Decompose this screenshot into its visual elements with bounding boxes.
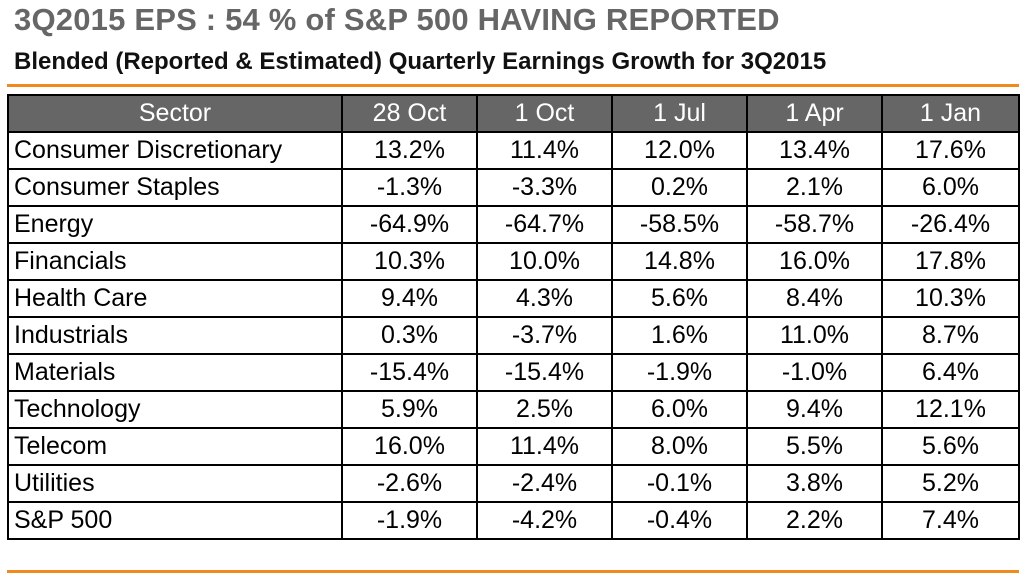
growth-value-cell: 10.3% [881,279,1020,318]
growth-value-cell: 5.6% [611,279,748,318]
growth-value-cell: 13.2% [341,131,478,170]
growth-value-cell: 5.2% [881,464,1020,503]
growth-value-cell: -15.4% [476,353,613,392]
sector-name-cell: Consumer Discretionary [7,131,343,170]
growth-value-cell: 0.3% [341,316,478,355]
page-subtitle: Blended (Reported & Estimated) Quarterly… [14,48,827,75]
growth-value-cell: -1.0% [746,353,883,392]
column-header-1-oct: 1 Oct [476,94,613,133]
growth-value-cell: 17.6% [881,131,1020,170]
growth-value-cell: 16.0% [746,242,883,281]
sector-name-cell: Telecom [7,427,343,466]
sector-name-cell: Consumer Staples [7,168,343,207]
sector-name-cell: Materials [7,353,343,392]
growth-value-cell: 9.4% [746,390,883,429]
growth-value-cell: -0.4% [611,501,748,540]
table-row: Industrials 0.3% -3.7% 1.6% 11.0% 8.7% [7,316,1020,355]
sector-name-cell: Technology [7,390,343,429]
page-title: 3Q2015 EPS : 54 % of S&P 500 HAVING REPO… [14,2,780,37]
table-row: Materials -15.4% -15.4% -1.9% -1.0% 6.4% [7,353,1020,392]
growth-value-cell: -58.7% [746,205,883,244]
growth-value-cell: 16.0% [341,427,478,466]
column-header-1-apr: 1 Apr [746,94,883,133]
growth-value-cell: 3.8% [746,464,883,503]
column-header-sector: Sector [7,94,343,133]
growth-value-cell: -64.7% [476,205,613,244]
growth-value-cell: -64.9% [341,205,478,244]
table-row: Consumer Discretionary 13.2% 11.4% 12.0% 13.… [7,131,1020,170]
growth-value-cell: 1.6% [611,316,748,355]
growth-value-cell: 6.0% [881,168,1020,207]
growth-value-cell: 9.4% [341,279,478,318]
sector-name-cell: Industrials [7,316,343,355]
growth-value-cell: 6.4% [881,353,1020,392]
table-row: Telecom 16.0% 11.4% 8.0% 5.5% 5.6% [7,427,1020,466]
growth-value-cell: 7.4% [881,501,1020,540]
sector-name-cell: Health Care [7,279,343,318]
growth-value-cell: -15.4% [341,353,478,392]
growth-value-cell: 13.4% [746,131,883,170]
growth-value-cell: 5.6% [881,427,1020,466]
growth-value-cell: 10.0% [476,242,613,281]
sector-name-cell: S&P 500 [7,501,343,540]
growth-value-cell: -2.4% [476,464,613,503]
sector-name-cell: Utilities [7,464,343,503]
table-row: Utilities -2.6% -2.4% -0.1% 3.8% 5.2% [7,464,1020,503]
growth-value-cell: -4.2% [476,501,613,540]
growth-value-cell: 17.8% [881,242,1020,281]
growth-value-cell: 5.9% [341,390,478,429]
growth-value-cell: -0.1% [611,464,748,503]
column-header-1-jul: 1 Jul [611,94,748,133]
growth-value-cell: 14.8% [611,242,748,281]
growth-value-cell: 8.7% [881,316,1020,355]
growth-value-cell: -1.9% [341,501,478,540]
sector-name-cell: Energy [7,205,343,244]
sector-name-cell: Financials [7,242,343,281]
growth-value-cell: 5.5% [746,427,883,466]
growth-value-cell: 11.4% [476,427,613,466]
growth-value-cell: 10.3% [341,242,478,281]
growth-value-cell: 2.2% [746,501,883,540]
growth-value-cell: 8.0% [611,427,748,466]
table-row: Health Care 9.4% 4.3% 5.6% 8.4% 10.3% [7,279,1020,318]
table-header-row: Sector 28 Oct 1 Oct 1 Jul 1 Apr 1 Jan [7,94,1020,133]
table-row: Consumer Staples -1.3% -3.3% 0.2% 2.1% 6.0% [7,168,1020,207]
table-row: Energy -64.9% -64.7% -58.5% -58.7% -26.4% [7,205,1020,244]
table-body: Consumer Discretionary 13.2% 11.4% 12.0% 13.… [7,131,1020,540]
growth-value-cell: 11.4% [476,131,613,170]
growth-value-cell: -1.9% [611,353,748,392]
growth-value-cell: -3.7% [476,316,613,355]
growth-value-cell: 2.1% [746,168,883,207]
growth-value-cell: 6.0% [611,390,748,429]
growth-value-cell: 4.3% [476,279,613,318]
growth-value-cell: 2.5% [476,390,613,429]
growth-value-cell: -2.6% [341,464,478,503]
growth-value-cell: 12.1% [881,390,1020,429]
column-header-1-jan: 1 Jan [881,94,1020,133]
table-row: S&P 500 -1.9% -4.2% -0.4% 2.2% 7.4% [7,501,1020,540]
column-header-28-oct: 28 Oct [341,94,478,133]
growth-value-cell: 11.0% [746,316,883,355]
growth-value-cell: -26.4% [881,205,1020,244]
growth-value-cell: -1.3% [341,168,478,207]
top-rule [7,84,1019,87]
growth-value-cell: 8.4% [746,279,883,318]
table-row: Technology 5.9% 2.5% 6.0% 9.4% 12.1% [7,390,1020,429]
growth-value-cell: -3.3% [476,168,613,207]
growth-value-cell: 0.2% [611,168,748,207]
bottom-rule [7,570,1019,573]
earnings-growth-table: Sector 28 Oct 1 Oct 1 Jul 1 Apr 1 Jan Co… [7,94,1020,540]
growth-value-cell: -58.5% [611,205,748,244]
growth-value-cell: 12.0% [611,131,748,170]
table-row: Financials 10.3% 10.0% 14.8% 16.0% 17.8% [7,242,1020,281]
